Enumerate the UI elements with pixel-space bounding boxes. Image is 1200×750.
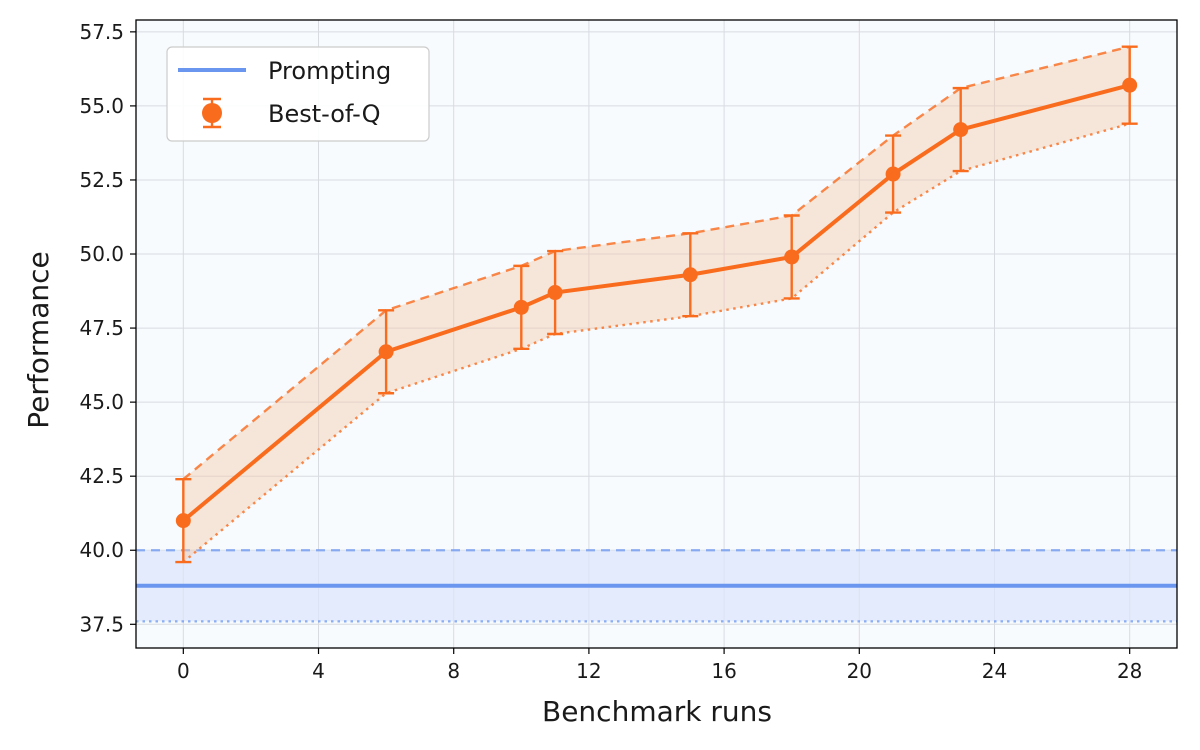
y-tick-label: 47.5 <box>79 316 124 340</box>
y-tick-label: 40.0 <box>79 538 124 562</box>
legend: Prompting Best-of-Q <box>166 46 430 142</box>
x-tick-label: 8 <box>447 659 460 683</box>
x-tick-label: 28 <box>1117 659 1142 683</box>
data-point <box>885 166 901 182</box>
y-tick-label: 52.5 <box>79 168 124 192</box>
data-point <box>175 513 191 529</box>
y-tick-label: 57.5 <box>79 20 124 44</box>
axis-ticks: 0 4 8 12 16 20 24 28 37.5 40.0 42.5 45.0 47.5 50.0 52.… <box>79 20 1142 683</box>
best-of-q-series <box>175 45 1138 564</box>
y-tick-label: 42.5 <box>79 464 124 488</box>
data-point <box>953 122 969 138</box>
data-point <box>513 299 529 315</box>
data-point <box>547 285 563 301</box>
x-tick-label: 4 <box>312 659 325 683</box>
data-point <box>784 249 800 265</box>
data-point <box>1122 77 1138 93</box>
x-tick-label: 24 <box>982 659 1007 683</box>
legend-best-of-q-label: Best-of-Q <box>268 100 381 128</box>
legend-marker <box>202 103 222 123</box>
y-tick-label: 45.0 <box>79 390 124 414</box>
x-axis-label: Benchmark runs <box>542 695 772 728</box>
best-of-q-lower-line <box>182 122 1131 564</box>
data-point <box>378 344 394 360</box>
x-tick-label: 12 <box>576 659 601 683</box>
x-tick-label: 16 <box>711 659 736 683</box>
x-tick-label: 20 <box>847 659 872 683</box>
y-tick-label: 37.5 <box>79 612 124 636</box>
legend-best-of-q-swatch <box>202 97 222 129</box>
legend-prompting-label: Prompting <box>268 57 391 85</box>
plot-frame <box>135 19 1178 649</box>
y-tick-label: 50.0 <box>79 242 124 266</box>
data-point <box>682 267 698 283</box>
y-tick-label: 55.0 <box>79 94 124 118</box>
x-tick-label: 0 <box>177 659 190 683</box>
prompting-series <box>136 549 1177 623</box>
y-axis-label: Performance <box>22 251 55 428</box>
